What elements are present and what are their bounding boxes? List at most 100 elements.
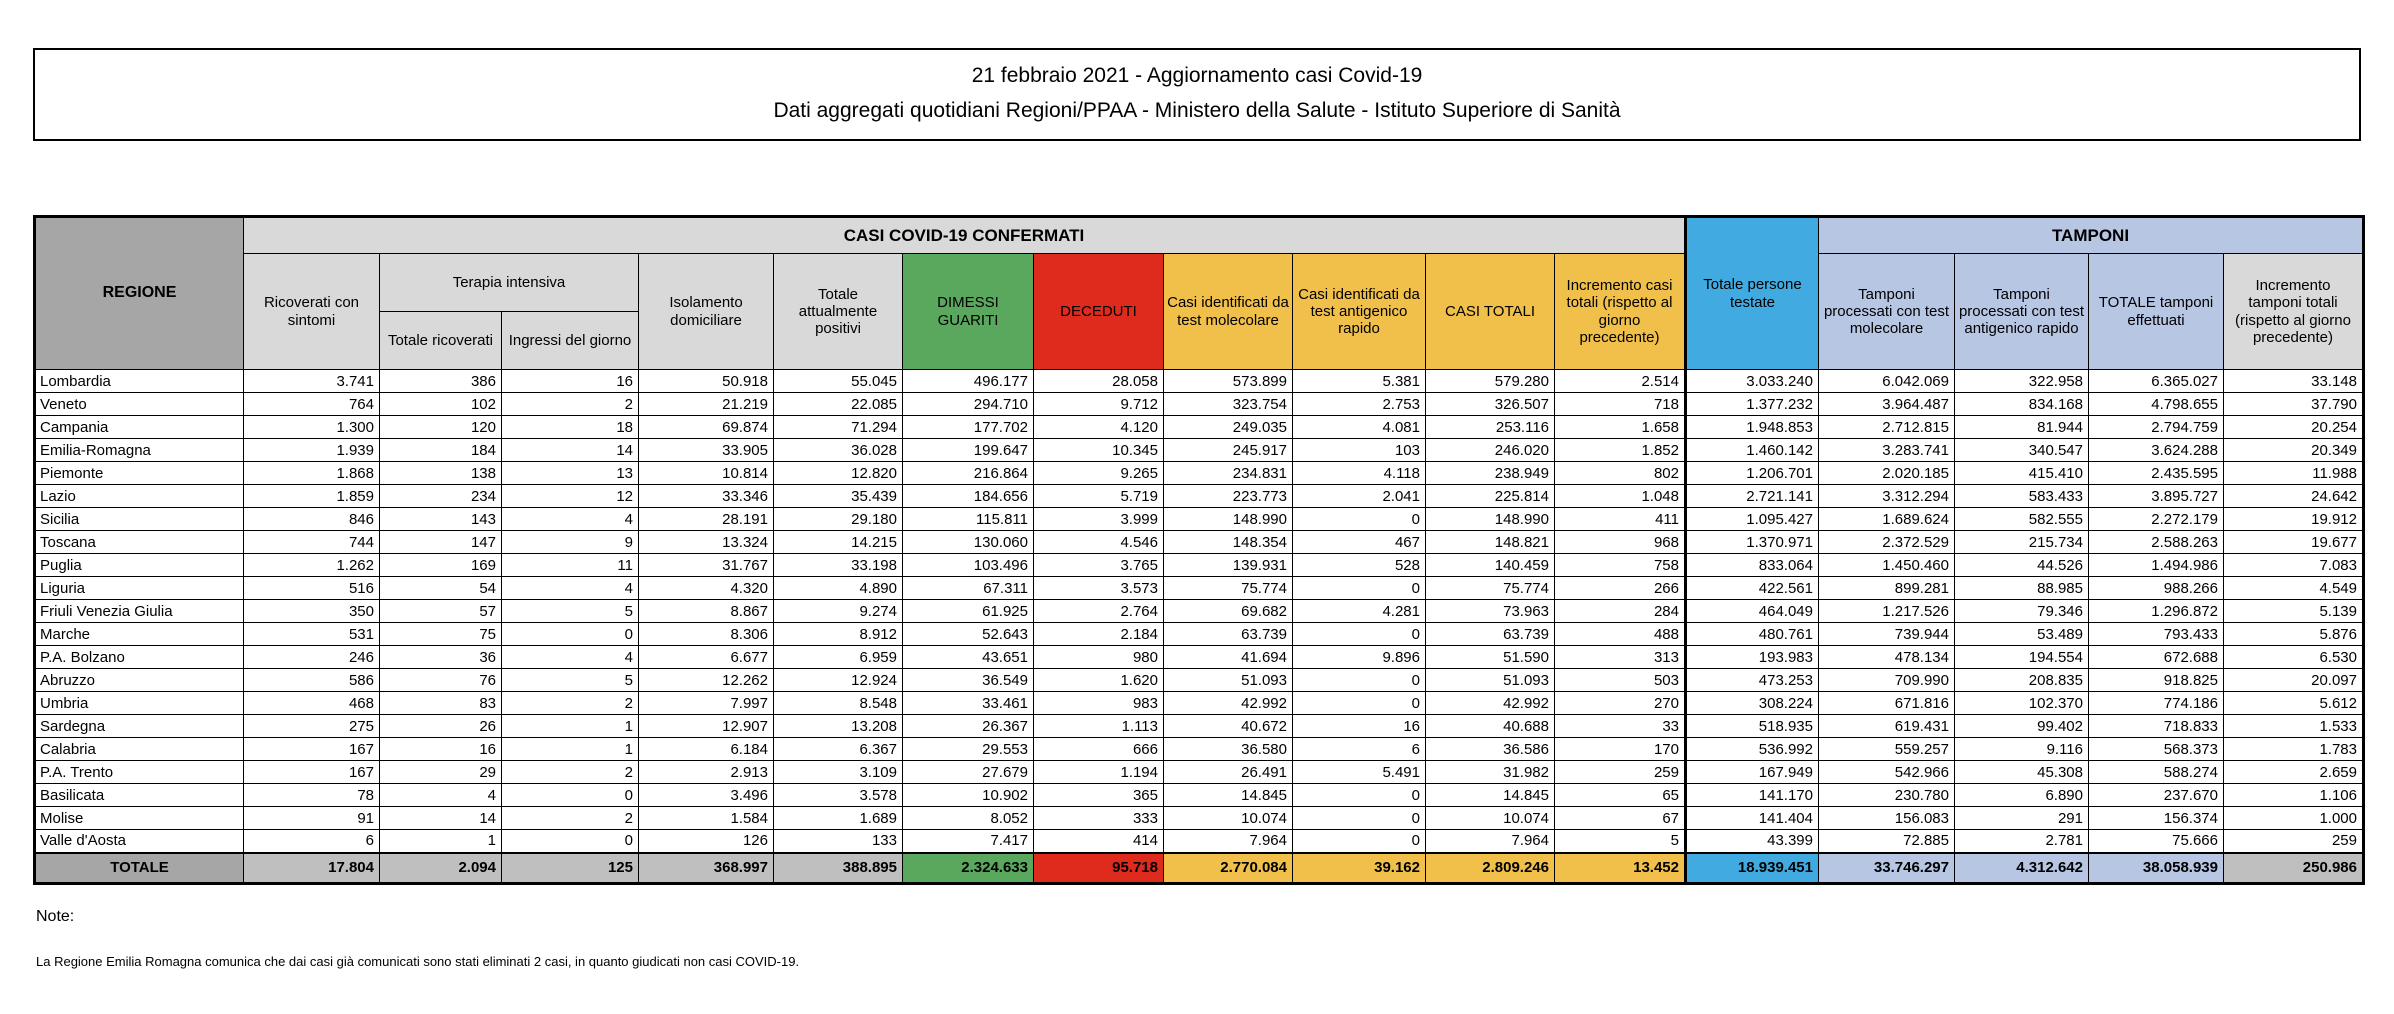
table-row: P.A. Bolzano 246 36 4 6.677 6.959 43.651 980 41.… <box>34 645 2364 669</box>
value-cell: 6.890 <box>1954 783 2089 807</box>
value-cell: 13.208 <box>773 714 903 738</box>
value-cell: 313 <box>1554 645 1686 669</box>
value-cell: 568.373 <box>2088 737 2224 761</box>
table-row: Liguria 516 54 4 4.320 4.890 67.311 3.573 75.774… <box>34 576 2364 600</box>
value-cell: 6.367 <box>773 737 903 761</box>
table-row: Sicilia 846 143 4 28.191 29.180 115.811 3.999 14… <box>34 507 2364 531</box>
value-cell: 1.658 <box>1554 415 1686 439</box>
value-cell: 5.491 <box>1292 760 1426 784</box>
value-cell: 51.093 <box>1163 668 1293 692</box>
value-cell: 216.864 <box>902 461 1034 485</box>
value-cell: 75 <box>379 622 502 646</box>
value-cell: 579.280 <box>1425 369 1555 393</box>
value-cell: 193.983 <box>1684 645 1819 669</box>
value-cell: 10.814 <box>638 461 774 485</box>
value-cell: 40.672 <box>1163 714 1293 738</box>
value-cell: 167 <box>243 737 380 761</box>
report-title-box: 21 febbraio 2021 - Aggiornamento casi Co… <box>33 48 2361 141</box>
value-cell: 194.554 <box>1954 645 2089 669</box>
table-row: Calabria 167 16 1 6.184 6.367 29.553 666 36.580 6… <box>34 737 2364 761</box>
value-cell: 7.417 <box>902 829 1034 853</box>
region-name: Umbria <box>34 691 244 715</box>
total-label: TOTALE <box>34 851 244 885</box>
value-cell: 141.404 <box>1684 806 1819 830</box>
value-cell: 103.496 <box>902 553 1034 577</box>
value-cell: 249.035 <box>1163 415 1293 439</box>
region-name: P.A. Bolzano <box>34 645 244 669</box>
value-cell: 899.281 <box>1818 576 1955 600</box>
total-value-cell: 39.162 <box>1292 851 1426 885</box>
value-cell: 12.924 <box>773 668 903 692</box>
value-cell: 1.206.701 <box>1684 461 1819 485</box>
table-row: P.A. Trento 167 29 2 2.913 3.109 27.679 1.194 26… <box>34 760 2364 784</box>
total-value-cell: 368.997 <box>638 851 774 885</box>
value-cell: 0 <box>1292 622 1426 646</box>
value-cell: 156.083 <box>1818 806 1955 830</box>
value-cell: 2.372.529 <box>1818 530 1955 554</box>
value-cell: 467 <box>1292 530 1426 554</box>
column-header-deceduti: DECEDUTI <box>1033 253 1164 370</box>
total-value-cell: 2.324.633 <box>902 851 1034 885</box>
value-cell: 2.913 <box>638 760 774 784</box>
region-name: Toscana <box>34 530 244 554</box>
value-cell: 4.281 <box>1292 599 1426 623</box>
value-cell: 294.710 <box>902 392 1034 416</box>
region-name: Campania <box>34 415 244 439</box>
value-cell: 148.990 <box>1163 507 1293 531</box>
value-cell: 148.990 <box>1425 507 1555 531</box>
value-cell: 16 <box>379 737 502 761</box>
total-value-cell: 95.718 <box>1033 851 1164 885</box>
value-cell: 275 <box>243 714 380 738</box>
value-cell: 103 <box>1292 438 1426 462</box>
value-cell: 143 <box>379 507 502 531</box>
value-cell: 7.997 <box>638 691 774 715</box>
value-cell: 14 <box>379 806 502 830</box>
value-cell: 3.765 <box>1033 553 1164 577</box>
value-cell: 9.274 <box>773 599 903 623</box>
value-cell: 340.547 <box>1954 438 2089 462</box>
total-value-cell: 18.939.451 <box>1684 851 1819 885</box>
value-cell: 22.085 <box>773 392 903 416</box>
value-cell: 8.052 <box>902 806 1034 830</box>
value-cell: 40.688 <box>1425 714 1555 738</box>
column-header-ricoverati: Ricoverati con sintomi <box>243 253 380 370</box>
value-cell: 1 <box>379 829 502 853</box>
region-name: Lazio <box>34 484 244 508</box>
value-cell: 559.257 <box>1818 737 1955 761</box>
value-cell: 73.963 <box>1425 599 1555 623</box>
value-cell: 55.045 <box>773 369 903 393</box>
value-cell: 1.194 <box>1033 760 1164 784</box>
value-cell: 1.783 <box>2223 737 2364 761</box>
value-cell: 20.097 <box>2223 668 2364 692</box>
value-cell: 4.798.655 <box>2088 392 2224 416</box>
value-cell: 88.985 <box>1954 576 2089 600</box>
value-cell: 1.000 <box>2223 806 2364 830</box>
region-name: Marche <box>34 622 244 646</box>
value-cell: 18 <box>501 415 639 439</box>
value-cell: 7.964 <box>1425 829 1555 853</box>
table-row: Toscana 744 147 9 13.324 14.215 130.060 4.546 14… <box>34 530 2364 554</box>
value-cell: 12 <box>501 484 639 508</box>
value-cell: 177.702 <box>902 415 1034 439</box>
value-cell: 4.081 <box>1292 415 1426 439</box>
value-cell: 33 <box>1554 714 1686 738</box>
column-header-regione: REGIONE <box>34 216 244 370</box>
value-cell: 1.533 <box>2223 714 2364 738</box>
value-cell: 5 <box>1554 829 1686 853</box>
notes-heading: Note: <box>36 908 75 925</box>
column-header-tamponi-totale: TOTALE tamponi effettuati <box>2088 253 2224 370</box>
value-cell: 53.489 <box>1954 622 2089 646</box>
value-cell: 0 <box>1292 668 1426 692</box>
value-cell: 1.620 <box>1033 668 1164 692</box>
notes-text: La Regione Emilia Romagna comunica che d… <box>36 954 800 969</box>
value-cell: 83 <box>379 691 502 715</box>
column-header-isolamento: Isolamento domiciliare <box>638 253 774 370</box>
column-header-casi-molecolare: Casi identificati da test molecolare <box>1163 253 1293 370</box>
table-row: Piemonte 1.868 138 13 10.814 12.820 216.864 9.2… <box>34 461 2364 485</box>
value-cell: 26.367 <box>902 714 1034 738</box>
column-header-terapia-ingressi: Ingressi del giorno <box>501 311 639 370</box>
value-cell: 225.814 <box>1425 484 1555 508</box>
total-value-cell: 125 <box>501 851 639 885</box>
value-cell: 270 <box>1554 691 1686 715</box>
value-cell: 63.739 <box>1163 622 1293 646</box>
